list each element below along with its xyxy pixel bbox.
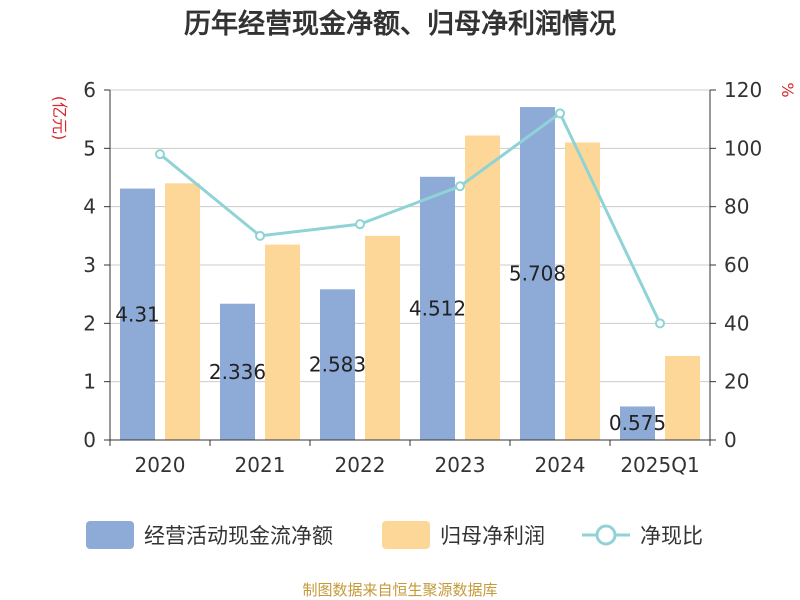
left-tick-label: 4	[83, 195, 96, 219]
ratio-point	[555, 108, 565, 119]
right-axis-unit: %	[778, 82, 797, 97]
legend-label-ratio: 净现比	[640, 524, 703, 548]
x-tick-label: 2025Q1	[620, 453, 699, 477]
ratio-point	[455, 181, 465, 192]
left-tick-label: 2	[83, 311, 96, 335]
bar-operating-cashflow	[620, 406, 655, 440]
right-tick-label: 40	[724, 311, 749, 335]
bar-value-label: 2.336	[209, 360, 266, 384]
bar-value-label: 4.31	[115, 302, 160, 326]
left-tick-label: 5	[83, 136, 96, 160]
bar-data-labels: 4.31 2.336 2.583 4.512 5.708 0.575	[115, 262, 666, 436]
right-axis: 0 20 40 60 80 100 120	[709, 78, 762, 452]
chart-title: 历年经营现金净额、归母净利润情况	[184, 8, 616, 40]
legend-label-net-profit: 归母净利润	[440, 524, 545, 548]
left-tick-label: 3	[83, 253, 96, 277]
bar-operating-cashflow	[420, 176, 455, 441]
right-tick-label: 120	[724, 78, 762, 102]
left-axis: 0 1 2 3 4 5 6	[83, 78, 111, 452]
bar-value-label: 4.512	[409, 296, 466, 320]
bar-value-label: 2.583	[309, 353, 366, 377]
x-tick-label: 2022	[335, 453, 386, 477]
ratio-line-path	[159, 111, 662, 324]
bar-operating-cashflow	[320, 289, 355, 440]
x-axis: 2020 2021 2022 2023 2024 2025Q1	[109, 439, 711, 477]
x-tick-label: 2021	[235, 453, 286, 477]
ratio-point	[355, 219, 365, 230]
bar-operating-cashflow	[120, 188, 155, 440]
ratio-point	[255, 230, 265, 241]
ratio-line	[155, 108, 665, 329]
left-tick-label: 1	[83, 370, 96, 394]
bars	[120, 107, 700, 441]
bar-net-profit	[465, 135, 500, 440]
left-tick-label: 6	[83, 78, 96, 102]
bar-value-label: 5.708	[509, 262, 566, 286]
bar-operating-cashflow	[520, 107, 555, 441]
bar-net-profit	[365, 235, 400, 440]
right-tick-label: 20	[724, 370, 749, 394]
x-tick-label: 2024	[535, 453, 586, 477]
x-tick-label: 2020	[135, 453, 186, 477]
bar-net-profit	[665, 356, 700, 440]
bar-operating-cashflow	[220, 303, 255, 440]
x-tick-label: 2023	[435, 453, 486, 477]
bar-net-profit	[165, 183, 200, 441]
bar-net-profit	[565, 142, 600, 440]
left-axis-unit: (亿元)	[50, 96, 69, 141]
right-tick-label: 80	[724, 195, 749, 219]
legend-label-operating-cashflow: 经营活动现金流净额	[144, 524, 333, 548]
right-tick-label: 0	[724, 428, 737, 452]
right-tick-label: 100	[724, 136, 762, 160]
right-tick-label: 60	[724, 253, 749, 277]
ratio-point	[155, 149, 165, 160]
bar-net-profit	[265, 244, 300, 440]
left-tick-label: 0	[83, 428, 96, 452]
legend-swatch-net-profit	[382, 521, 430, 549]
legend-swatch-ratio-marker	[595, 524, 617, 546]
legend-swatch-operating-cashflow	[86, 521, 134, 549]
bar-value-label: 0.575	[609, 411, 666, 435]
gridlines	[110, 89, 710, 383]
ratio-point	[655, 318, 665, 329]
data-source-note: 制图数据来自恒生聚源数据库	[302, 581, 497, 599]
legend: 经营活动现金流净额 归母净利润 净现比	[86, 521, 703, 549]
